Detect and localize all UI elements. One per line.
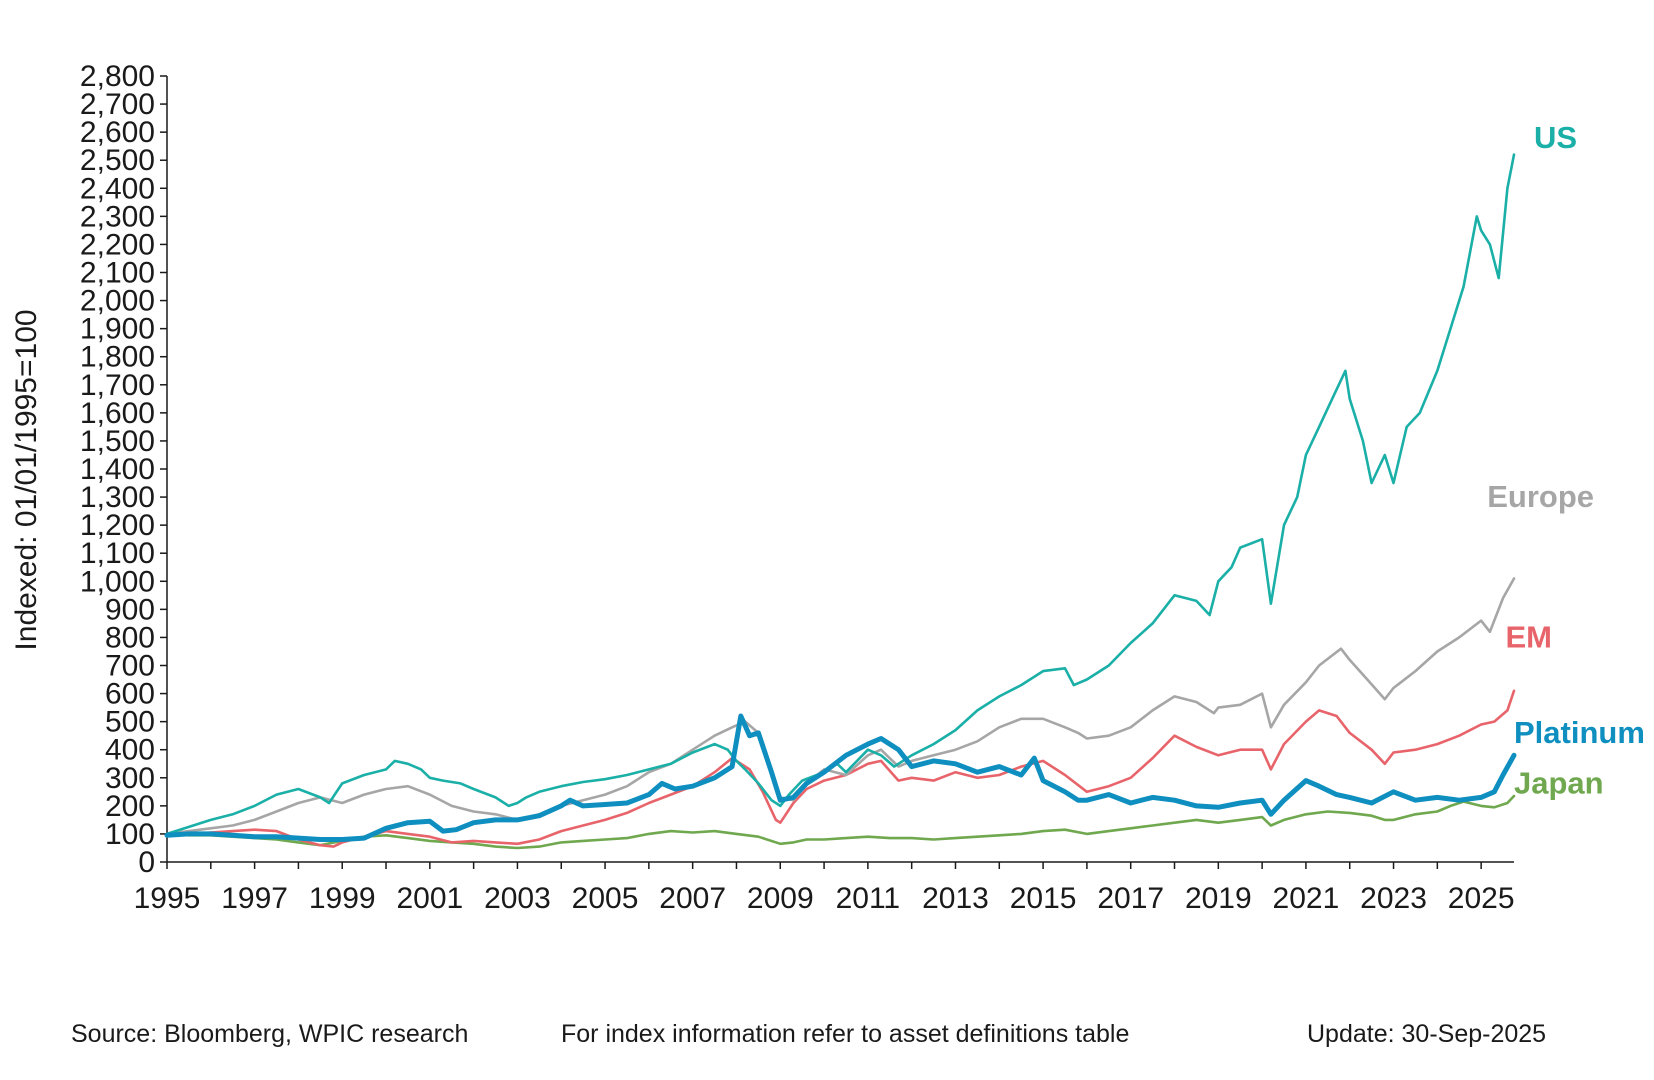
y-tick-label: 800 bbox=[105, 621, 155, 654]
series-label-japan: Japan bbox=[1514, 765, 1604, 800]
y-tick-label: 700 bbox=[105, 650, 155, 683]
y-tick-label: 1,700 bbox=[80, 369, 155, 402]
axes bbox=[166, 76, 1514, 863]
y-tick-label: 900 bbox=[105, 593, 155, 626]
y-tick-label: 1,900 bbox=[80, 313, 155, 346]
y-tick-label: 1,000 bbox=[80, 565, 155, 598]
x-tick-label: 2001 bbox=[396, 882, 463, 915]
x-tick-label: 1999 bbox=[309, 882, 376, 915]
y-tick-label: 0 bbox=[138, 846, 155, 879]
y-tick-label: 2,300 bbox=[80, 200, 155, 233]
series-line-platinum bbox=[164, 713, 1517, 842]
series-line-us bbox=[165, 153, 1516, 836]
footer-source: Source: Bloomberg, WPIC research bbox=[71, 1020, 469, 1048]
y-tick-label: 1,200 bbox=[80, 509, 155, 542]
x-tick-label: 2009 bbox=[747, 882, 814, 915]
y-tick-label: 1,600 bbox=[80, 397, 155, 430]
x-tick-label: 2023 bbox=[1360, 882, 1427, 915]
series-line-europe bbox=[165, 577, 1516, 836]
x-tick-label: 2013 bbox=[922, 882, 989, 915]
y-axis-title: Indexed: 01/01/1995=100 bbox=[10, 309, 43, 650]
y-tick-label: 1,400 bbox=[80, 453, 155, 486]
x-tick-label: 2007 bbox=[659, 882, 726, 915]
x-tick-label: 2015 bbox=[1010, 882, 1077, 915]
y-tick-label: 500 bbox=[105, 706, 155, 739]
y-tick-label: 200 bbox=[105, 790, 155, 823]
x-tick-label: 1995 bbox=[134, 882, 201, 915]
y-tick-label: 2,600 bbox=[80, 116, 155, 149]
series-label-platinum: Platinum bbox=[1514, 715, 1645, 750]
series-label-em: EM bbox=[1506, 619, 1553, 654]
y-tick-label: 1,300 bbox=[80, 481, 155, 514]
footer-note: For index information refer to asset def… bbox=[561, 1020, 1130, 1048]
y-axis-ticks: 01002003004005006007008009001,0001,1001,… bbox=[80, 60, 167, 879]
x-tick-label: 2011 bbox=[836, 882, 901, 915]
y-tick-label: 1,800 bbox=[80, 341, 155, 374]
y-tick-label: 2,800 bbox=[80, 60, 155, 93]
x-axis-ticks: 1995 1997 1999 2001 2003 2005 2007 2009 2011 2013… bbox=[134, 862, 1515, 915]
y-tick-label: 2,500 bbox=[80, 144, 155, 177]
x-tick-label: 2021 bbox=[1273, 882, 1340, 915]
y-tick-label: 1,500 bbox=[80, 425, 155, 458]
series-lines bbox=[164, 153, 1517, 850]
series-line-em bbox=[165, 689, 1516, 848]
y-tick-label: 2,400 bbox=[80, 172, 155, 205]
x-tick-label: 2017 bbox=[1097, 882, 1164, 915]
y-tick-label: 2,000 bbox=[80, 285, 155, 318]
x-tick-label: 2025 bbox=[1448, 882, 1515, 915]
y-tick-label: 2,700 bbox=[80, 88, 155, 121]
x-tick-label: 1997 bbox=[221, 882, 288, 915]
footer-update: Update: 30-Sep-2025 bbox=[1307, 1020, 1547, 1048]
y-tick-label: 400 bbox=[105, 734, 155, 767]
series-label-us: US bbox=[1534, 120, 1577, 155]
y-axis-title-group: Indexed: 01/01/1995=100 bbox=[10, 309, 43, 650]
y-tick-label: 1,100 bbox=[80, 537, 155, 570]
y-tick-label: 600 bbox=[105, 678, 155, 711]
series-labels: US Europe EM Platinum Japan bbox=[1487, 120, 1645, 801]
series-label-europe: Europe bbox=[1487, 479, 1594, 514]
y-tick-label: 2,100 bbox=[80, 257, 155, 290]
x-tick-label: 2019 bbox=[1185, 882, 1252, 915]
x-tick-label: 2003 bbox=[484, 882, 551, 915]
x-tick-label: 2005 bbox=[572, 882, 639, 915]
y-tick-label: 2,200 bbox=[80, 228, 155, 261]
y-tick-label: 300 bbox=[105, 762, 155, 795]
series-line-japan bbox=[165, 794, 1516, 850]
y-tick-label: 100 bbox=[105, 818, 155, 851]
